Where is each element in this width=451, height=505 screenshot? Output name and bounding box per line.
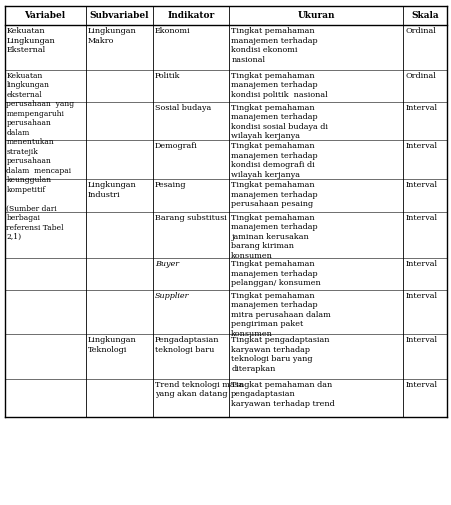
Text: Interval: Interval [405,381,436,389]
Text: Barang substitusi: Barang substitusi [154,214,226,222]
Text: Politik: Politik [154,72,180,80]
Text: Tingkat pengadaptasian
karyawan terhadap
teknologi baru yang
diterapkan: Tingkat pengadaptasian karyawan terhadap… [231,336,329,373]
Text: Interval: Interval [405,260,436,268]
Text: Interval: Interval [405,292,436,300]
Text: Buyer: Buyer [154,260,179,268]
Text: Tingkat pemahaman
manajemen terhadap
kondisi sosial budaya di
wilayah kerjanya: Tingkat pemahaman manajemen terhadap kon… [231,104,327,140]
Text: Lingkungan
Makro: Lingkungan Makro [87,27,136,45]
Text: Tingkat pemahaman
manajemen terhadap
mitra perusahaan dalam
pengiriman paket
kon: Tingkat pemahaman manajemen terhadap mit… [231,292,330,338]
Text: Variabel: Variabel [24,11,65,20]
Text: Pesaing: Pesaing [154,181,186,189]
Text: Interval: Interval [405,214,436,222]
Text: Interval: Interval [405,336,436,344]
Text: Kekuatan
Lingkungan
Eksternal: Kekuatan Lingkungan Eksternal [6,27,55,54]
Text: Lingkungan
Industri: Lingkungan Industri [87,181,136,199]
Text: Interval: Interval [405,142,436,150]
Text: Tingkat pemahaman
manajemen terhadap
kondisi politik  nasional: Tingkat pemahaman manajemen terhadap kon… [231,72,327,98]
Text: Demografi: Demografi [154,142,197,150]
Text: Ukuran: Ukuran [297,11,335,20]
Text: Tingkat pemahaman
manajemen terhadap
kondisi demografi di
wilayah kerjanya: Tingkat pemahaman manajemen terhadap kon… [231,142,317,179]
Text: Ekonomi: Ekonomi [154,27,190,35]
Text: Interval: Interval [405,181,436,189]
Text: Ordinal: Ordinal [405,27,435,35]
Text: Skala: Skala [411,11,438,20]
Text: Ordinal: Ordinal [405,72,435,80]
Text: Tingkat pemahaman
manajemen terhadap
pelanggan/ konsumen: Tingkat pemahaman manajemen terhadap pel… [231,260,320,287]
Text: Kekuatan
lingkungan
eksternal
perusahaan  yang
mempengaruhi
perusahaan
dalam
men: Kekuatan lingkungan eksternal perusahaan… [6,72,74,241]
Text: Trend teknologi masa
yang akan datang: Trend teknologi masa yang akan datang [154,381,243,398]
Text: Tingkat pemahaman
manajemen terhadap
jaminan kerusakan
barang kiriman
konsumen: Tingkat pemahaman manajemen terhadap jam… [231,214,317,260]
Text: Tingkat pemahaman dan
pengadaptasian
karyawan terhadap trend: Tingkat pemahaman dan pengadaptasian kar… [231,381,334,408]
Text: Sosial budaya: Sosial budaya [154,104,211,112]
Text: Supplier: Supplier [154,292,189,300]
Text: Tingkat pemahaman
manajemen terhadap
kondisi ekonomi
nasional: Tingkat pemahaman manajemen terhadap kon… [231,27,317,64]
Text: Interval: Interval [405,104,436,112]
Text: Indikator: Indikator [167,11,214,20]
Text: Lingkungan
Teknologi: Lingkungan Teknologi [87,336,136,354]
Text: Pengadaptasian
teknologi baru: Pengadaptasian teknologi baru [154,336,219,354]
Text: Tingkat pemahaman
manajemen terhadap
perusahaan pesaing: Tingkat pemahaman manajemen terhadap per… [231,181,317,208]
Text: Subvariabel: Subvariabel [89,11,149,20]
